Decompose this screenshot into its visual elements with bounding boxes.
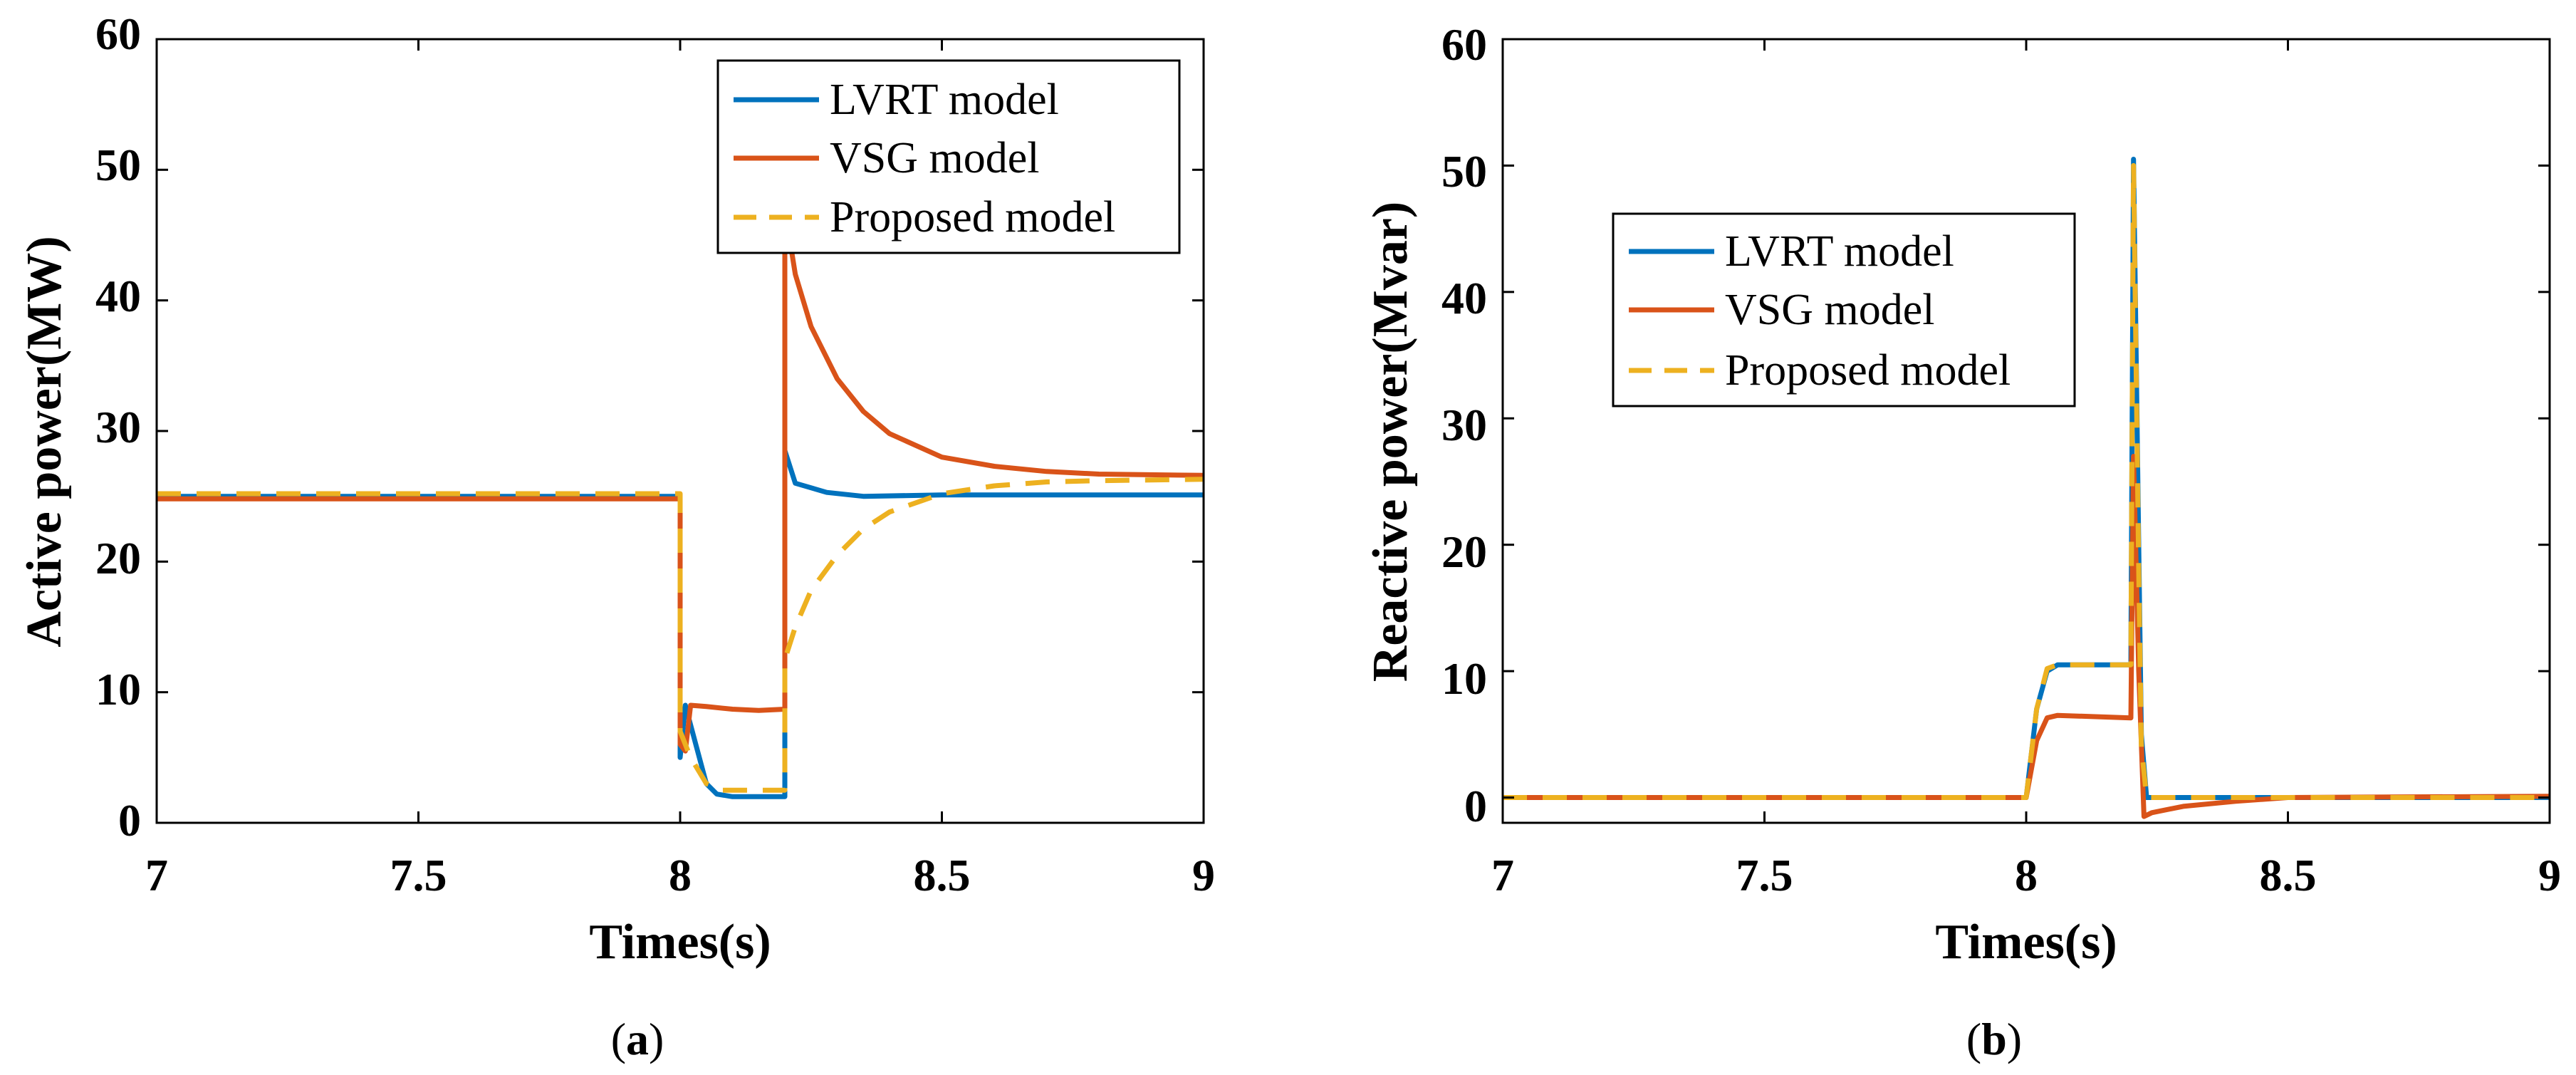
- panel-b-caption: (b): [1966, 1014, 2022, 1064]
- panel-a-y-tick: 40: [95, 271, 141, 321]
- panel-a-y-tick: 10: [95, 664, 141, 715]
- panel-a-y-tick: 0: [118, 795, 141, 846]
- panel-a-caption-letter: a: [626, 1014, 649, 1064]
- panel-a-plot-area: [155, 38, 1205, 824]
- panel-b-axes-box: [1501, 38, 2551, 824]
- panel-b-reactive-power: 7 7.5 8 8.5 9 0 10 20 30 40 50 60 Times(…: [1363, 19, 2561, 1064]
- panel-b-x-tick: 7: [1491, 850, 1514, 900]
- panel-a-y-tick: 20: [95, 533, 141, 583]
- panel-b-legend-label: LVRT model: [1725, 227, 1954, 276]
- panel-a-legend-label: Proposed model: [830, 193, 1115, 242]
- panel-a-legend-label: VSG model: [830, 134, 1040, 182]
- panel-a-x-tick: 8: [669, 850, 692, 900]
- panel-a-x-tick: 9: [1192, 850, 1215, 900]
- panel-a-legend-label: LVRT model: [830, 76, 1059, 124]
- panel-b-x-tick: 8: [2015, 850, 2038, 900]
- panel-b-y-tick: 50: [1441, 146, 1487, 197]
- panel-b-x-tick: 8.5: [2260, 850, 2317, 900]
- panel-b-x-tick: 7.5: [1736, 850, 1793, 900]
- panel-a-legend: LVRT model VSG model Proposed model: [716, 59, 1181, 254]
- panel-a-y-ticks: 0 10 20 30 40 50 60: [95, 9, 141, 846]
- panel-a-y-axis-label: Active power(MW): [17, 236, 72, 647]
- panel-b-series-line: [1503, 454, 2550, 819]
- panel-a-x-ticks: 7 7.5 8 8.5 9: [145, 850, 1215, 900]
- panel-a-y-tick: 50: [95, 140, 141, 190]
- panel-a-x-tick: 8.5: [914, 850, 971, 900]
- panel-a-x-axis-label: Times(s): [589, 915, 771, 970]
- panel-b-y-tick: 0: [1464, 781, 1487, 831]
- panel-b-legend-label: Proposed model: [1725, 346, 2011, 395]
- panel-b-y-tick: 40: [1441, 273, 1487, 323]
- panel-b-y-tick: 60: [1441, 19, 1487, 70]
- panel-b-legend: LVRT model VSG model Proposed model: [1612, 212, 2076, 407]
- panel-b-x-ticks: 7 7.5 8 8.5 9: [1491, 850, 2561, 900]
- panel-b-x-tick: 9: [2538, 850, 2561, 900]
- panel-a-x-tick: 7.5: [390, 850, 447, 900]
- panel-a-y-tick: 30: [95, 402, 141, 452]
- panel-b-y-axis-label: Reactive power(Mvar): [1363, 202, 1418, 682]
- panel-a-caption: (a): [611, 1014, 664, 1064]
- panel-b-legend-label: VSG model: [1725, 286, 1935, 334]
- panel-b-y-tick: 30: [1441, 400, 1487, 450]
- panel-b-plot-area: [1501, 38, 2551, 824]
- panel-a-y-tick: 60: [95, 9, 141, 59]
- panel-b-y-tick: 10: [1441, 653, 1487, 704]
- panel-b-y-tick: 20: [1441, 526, 1487, 577]
- panel-b-caption-letter: b: [1981, 1014, 2007, 1064]
- panel-a-active-power: 7 7.5 8 8.5 9 0 10 20 30 40 50 60 Times(…: [17, 9, 1215, 1064]
- panel-a-x-tick: 7: [145, 850, 168, 900]
- panel-b-y-ticks: 0 10 20 30 40 50 60: [1441, 19, 1487, 831]
- panel-b-series-line: [1503, 162, 2550, 800]
- panel-b-x-axis-label: Times(s): [1935, 915, 2117, 970]
- panel-a-series-line: [157, 477, 1204, 793]
